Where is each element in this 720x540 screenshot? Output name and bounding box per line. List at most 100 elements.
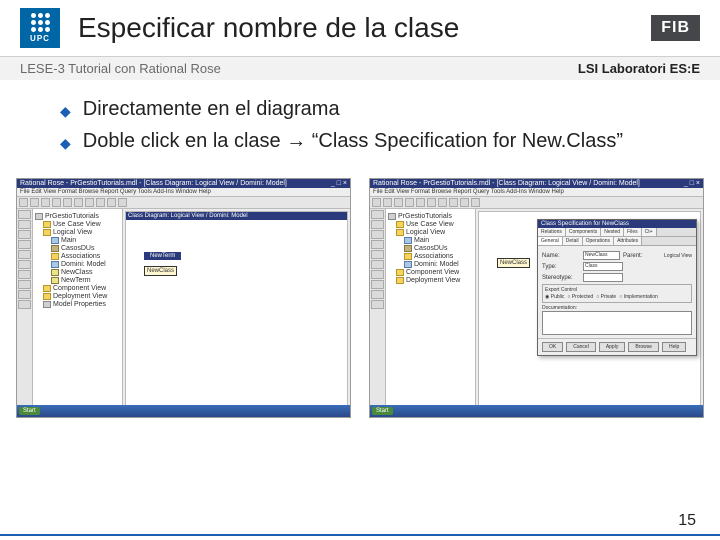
- toolbar-button[interactable]: [383, 198, 392, 207]
- window-controls-icon[interactable]: _ □ ×: [331, 180, 347, 187]
- tree-item[interactable]: Associations: [61, 253, 100, 260]
- toolbar-button[interactable]: [74, 198, 83, 207]
- toolbar-button[interactable]: [416, 198, 425, 207]
- dialog-tab[interactable]: Operations: [583, 237, 614, 245]
- start-button[interactable]: Start: [19, 407, 40, 415]
- palette-tool[interactable]: [371, 270, 384, 279]
- palette-tool[interactable]: [371, 300, 384, 309]
- palette-tool[interactable]: [18, 290, 31, 299]
- class-box[interactable]: NewClass: [144, 266, 177, 276]
- dialog-tab[interactable]: Relations: [538, 228, 566, 236]
- toolbar-button[interactable]: [427, 198, 436, 207]
- palette-tool[interactable]: [18, 270, 31, 279]
- window-controls-icon[interactable]: _ □ ×: [684, 180, 700, 187]
- start-button[interactable]: Start: [372, 407, 393, 415]
- diagram-canvas[interactable]: Class Diagram: Logical View / Domini: Mo…: [125, 211, 348, 407]
- toolbar-button[interactable]: [118, 198, 127, 207]
- apply-button[interactable]: Apply: [599, 342, 626, 352]
- tree-item[interactable]: Main: [61, 237, 76, 244]
- documentation-textarea[interactable]: [542, 311, 692, 335]
- palette-tool[interactable]: [371, 210, 384, 219]
- palette-tool[interactable]: [371, 290, 384, 299]
- tree-item[interactable]: Use Case View: [406, 221, 454, 228]
- toolbar-button[interactable]: [405, 198, 414, 207]
- menubar[interactable]: File Edit View Format Browse Report Quer…: [17, 188, 350, 197]
- toolbar-button[interactable]: [96, 198, 105, 207]
- toolbar-button[interactable]: [449, 198, 458, 207]
- dialog-tab[interactable]: Components: [566, 228, 601, 236]
- dialog-tab-general[interactable]: General: [538, 237, 563, 245]
- tree-item[interactable]: Logical View: [406, 229, 445, 236]
- toolbar-button[interactable]: [52, 198, 61, 207]
- tree-item[interactable]: Associations: [414, 253, 453, 260]
- palette-tool[interactable]: [18, 220, 31, 229]
- type-combo[interactable]: Class: [583, 262, 623, 271]
- tree-item[interactable]: Logical View: [53, 229, 92, 236]
- toolbar-button[interactable]: [41, 198, 50, 207]
- help-button[interactable]: Help: [662, 342, 686, 352]
- palette-tool[interactable]: [18, 250, 31, 259]
- stereotype-combo[interactable]: [583, 273, 623, 282]
- tree-root[interactable]: PrGestioTutorials: [398, 213, 452, 220]
- dialog-tab[interactable]: Files: [624, 228, 642, 236]
- toolbar-button[interactable]: [63, 198, 72, 207]
- palette-tool[interactable]: [18, 280, 31, 289]
- tree-item[interactable]: Component View: [53, 285, 106, 292]
- toolbar-button[interactable]: [438, 198, 447, 207]
- palette-tool[interactable]: [371, 250, 384, 259]
- palette-tool[interactable]: [18, 300, 31, 309]
- taskbar[interactable]: Start: [370, 405, 703, 417]
- palette-tool[interactable]: [18, 230, 31, 239]
- dialog-tab[interactable]: Attributes: [614, 237, 642, 245]
- toolbar-button[interactable]: [460, 198, 469, 207]
- tree-item[interactable]: Use Case View: [53, 221, 101, 228]
- class-box[interactable]: NewClass: [497, 258, 530, 268]
- export-control-label: Export Control: [545, 287, 689, 293]
- taskbar[interactable]: Start: [17, 405, 350, 417]
- palette-tool[interactable]: [371, 280, 384, 289]
- cancel-button[interactable]: Cancel: [566, 342, 596, 352]
- tree-item[interactable]: CasosDUs: [61, 245, 94, 252]
- name-input[interactable]: NewClass: [583, 251, 620, 260]
- palette-tool[interactable]: [371, 260, 384, 269]
- tree-item[interactable]: Deployment View: [406, 277, 460, 284]
- browse-button[interactable]: Browse: [628, 342, 659, 352]
- class-specification-dialog: Class Specification for NewClass Relatio…: [537, 219, 697, 356]
- tree-item[interactable]: Model Properties: [53, 301, 106, 308]
- tree-item[interactable]: Domini: Model: [61, 261, 106, 268]
- toolbar-button[interactable]: [19, 198, 28, 207]
- toolbar-button[interactable]: [30, 198, 39, 207]
- tree-item[interactable]: Deployment View: [53, 293, 107, 300]
- toolbar-button[interactable]: [107, 198, 116, 207]
- palette-tool[interactable]: [18, 240, 31, 249]
- dialog-tab[interactable]: Nested: [601, 228, 624, 236]
- tree-item[interactable]: Component View: [406, 269, 459, 276]
- toolbar-button[interactable]: [372, 198, 381, 207]
- tree-item[interactable]: Main: [414, 237, 429, 244]
- radio-public[interactable]: ◉ Public: [545, 294, 564, 300]
- dialog-tab[interactable]: Ct+: [642, 228, 657, 236]
- toolbar-button[interactable]: [471, 198, 480, 207]
- tree-root[interactable]: PrGestioTutorials: [45, 213, 99, 220]
- palette-tool[interactable]: [371, 240, 384, 249]
- palette-tool[interactable]: [18, 260, 31, 269]
- radio-private[interactable]: ○ Private: [596, 294, 616, 300]
- menubar[interactable]: File Edit View Format Browse Report Quer…: [370, 188, 703, 197]
- radio-protected[interactable]: ○ Protected: [567, 294, 593, 300]
- browser-tree[interactable]: PrGestioTutorials Use Case View Logical …: [33, 209, 123, 409]
- tree-item[interactable]: NewClass: [61, 269, 93, 276]
- tree-item[interactable]: CasosDUs: [414, 245, 447, 252]
- palette-tool[interactable]: [371, 220, 384, 229]
- browser-tree[interactable]: PrGestioTutorials Use Case View Logical …: [386, 209, 476, 409]
- bullet-text: Directamente en el diagrama: [83, 96, 340, 122]
- dialog-tab[interactable]: Detail: [563, 237, 583, 245]
- toolbar-button[interactable]: [394, 198, 403, 207]
- palette-tool[interactable]: [18, 210, 31, 219]
- palette-tool[interactable]: [371, 230, 384, 239]
- class-name-editing[interactable]: NewTerm: [144, 252, 181, 260]
- tree-item[interactable]: Domini: Model: [414, 261, 459, 268]
- toolbar-button[interactable]: [85, 198, 94, 207]
- ok-button[interactable]: OK: [542, 342, 563, 352]
- radio-implementation[interactable]: ○ Implementation: [619, 294, 658, 300]
- tree-item[interactable]: NewTerm: [61, 277, 91, 284]
